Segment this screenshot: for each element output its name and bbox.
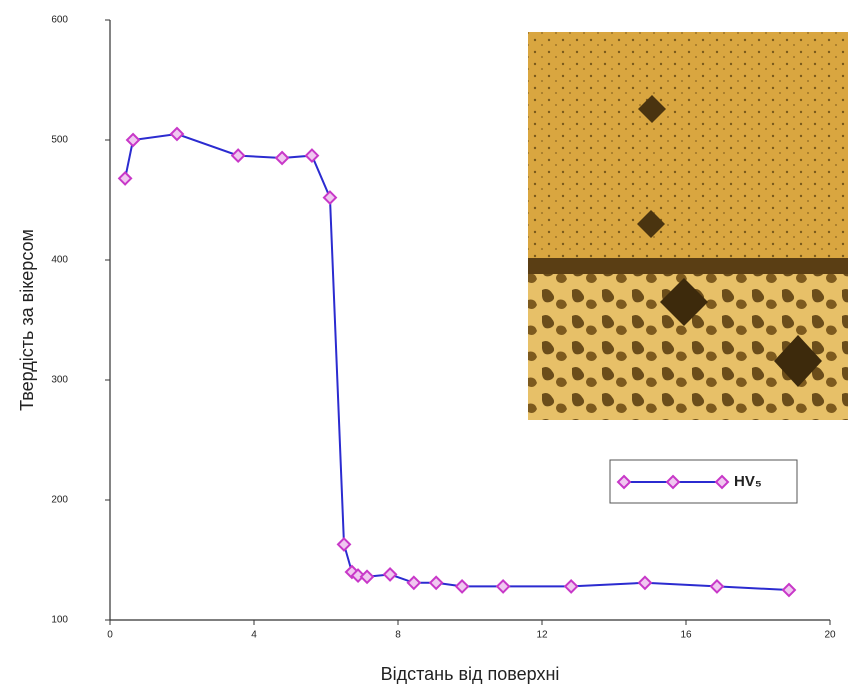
marker	[408, 577, 420, 589]
x-tick-label: 0	[107, 630, 113, 641]
marker	[127, 134, 139, 146]
y-tick-label: 600	[51, 15, 68, 26]
y-axis-title: Твердість за вікерсом	[17, 229, 37, 411]
inset-micrograph	[528, 32, 848, 420]
x-tick-label: 4	[251, 630, 257, 641]
marker	[430, 577, 442, 589]
marker	[497, 580, 509, 592]
marker	[456, 580, 468, 592]
x-tick-label: 12	[536, 630, 548, 641]
x-axis-title: Відстань від поверхні	[381, 664, 560, 684]
y-tick-label: 100	[51, 615, 68, 626]
marker	[232, 150, 244, 162]
marker	[119, 172, 131, 184]
marker	[384, 568, 396, 580]
x-tick-label: 8	[395, 630, 401, 641]
marker	[276, 152, 288, 164]
legend: HV₅	[610, 460, 797, 503]
marker	[639, 577, 651, 589]
x-tick-label: 16	[680, 630, 692, 641]
marker	[565, 580, 577, 592]
y-tick-label: 300	[51, 375, 68, 386]
y-tick-label: 400	[51, 255, 68, 266]
marker	[361, 571, 373, 583]
x-tick-label: 20	[824, 630, 836, 641]
y-tick-label: 200	[51, 495, 68, 506]
y-tick-label: 500	[51, 135, 68, 146]
marker	[783, 584, 795, 596]
marker	[171, 128, 183, 140]
chart: Відстань від поверхні Твердість за вікер…	[0, 0, 850, 686]
marker	[711, 580, 723, 592]
marker	[306, 150, 318, 162]
legend-label: HV₅	[734, 473, 762, 490]
marker	[324, 192, 336, 204]
marker	[338, 538, 350, 550]
